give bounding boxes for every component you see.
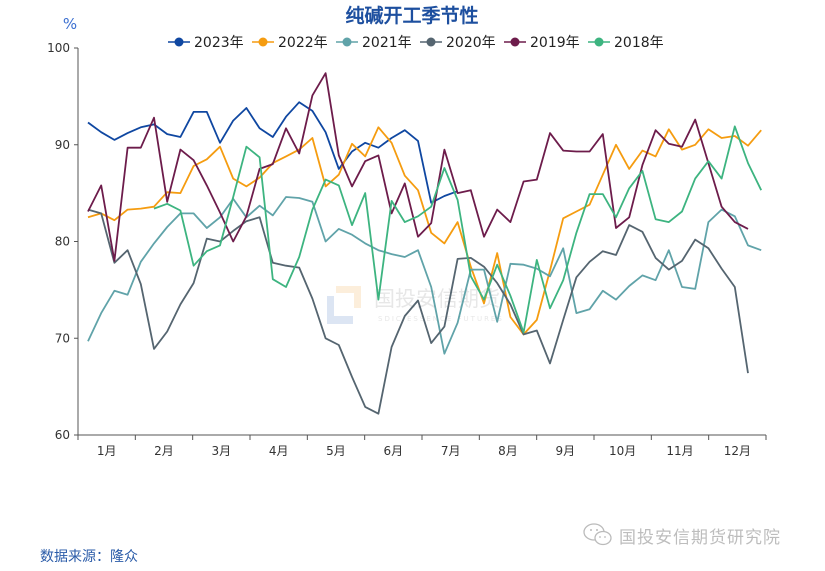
legend: 2023年 2022年 2021年 2020年 2019年 2018年 [168, 35, 664, 51]
y-axis-unit: % [63, 15, 77, 33]
x-tick-label: 4月 [269, 444, 289, 458]
legend-label: 2023年 [194, 35, 244, 51]
legend-marker [426, 37, 436, 47]
y-tick-label: 80 [55, 235, 70, 249]
series-line-2021 [87, 196, 762, 355]
y-tick-label: 90 [55, 138, 70, 152]
data-source: 数据来源：隆众 [40, 549, 138, 565]
brand-name: 国投安信期货研究院 [619, 528, 781, 548]
x-tick-label: 10月 [609, 444, 636, 458]
x-tick-label: 9月 [556, 444, 576, 458]
x-tick-label: 2月 [154, 444, 174, 458]
legend-label: 2018年 [614, 35, 664, 51]
legend-item-2022[interactable]: 2022年 [252, 35, 328, 51]
legend-marker [594, 37, 604, 47]
legend-marker [258, 37, 268, 47]
axes: 60 70 80 90 100 1月 2月 3月 4月 5月 6月 7月 8月 9月 10月 11月 12月 [47, 41, 767, 458]
x-tick-label: 12月 [724, 444, 751, 458]
wechat-icon [583, 523, 612, 546]
watermark-text: 国投安信期货 [374, 287, 500, 311]
chart-title: 纯碱开工季节性 [345, 4, 478, 27]
legend-marker [342, 37, 352, 47]
legend-label: 2019年 [530, 35, 580, 51]
legend-item-2021[interactable]: 2021年 [336, 35, 412, 51]
legend-item-2020[interactable]: 2020年 [420, 35, 496, 51]
legend-marker [510, 37, 520, 47]
legend-label: 2020年 [446, 35, 496, 51]
x-tick-label: 3月 [212, 444, 232, 458]
legend-label: 2021年 [362, 35, 412, 51]
legend-item-2019[interactable]: 2019年 [504, 35, 580, 51]
legend-item-2023[interactable]: 2023年 [168, 35, 244, 51]
y-tick-label: 60 [55, 428, 70, 442]
legend-marker [174, 37, 184, 47]
series-line-2019 [87, 72, 749, 262]
series-line-2020 [87, 208, 749, 415]
x-tick-label: 1月 [97, 444, 117, 458]
watermark-logo-inner [334, 296, 353, 316]
watermark-logo-inner2 [336, 293, 354, 308]
series-group [87, 72, 763, 415]
watermark-subtext: SDIC ESSENCE FUTURES [378, 315, 504, 323]
series-line-2018 [153, 125, 763, 334]
x-tick-label: 7月 [441, 444, 461, 458]
watermark-logo-orange [336, 286, 361, 308]
watermark: 国投安信期货 SDIC ESSENCE FUTURES [327, 286, 504, 324]
x-tick-label: 6月 [384, 444, 404, 458]
watermark-logo-blue [327, 296, 353, 324]
x-tick-label: 5月 [326, 444, 346, 458]
legend-item-2018[interactable]: 2018年 [588, 35, 664, 51]
y-tick-label: 70 [55, 331, 70, 345]
legend-label: 2022年 [278, 35, 328, 51]
series-line-2023 [87, 101, 458, 204]
x-tick-label: 8月 [498, 444, 518, 458]
y-tick-label: 100 [47, 41, 70, 55]
x-tick-label: 11月 [666, 444, 693, 458]
